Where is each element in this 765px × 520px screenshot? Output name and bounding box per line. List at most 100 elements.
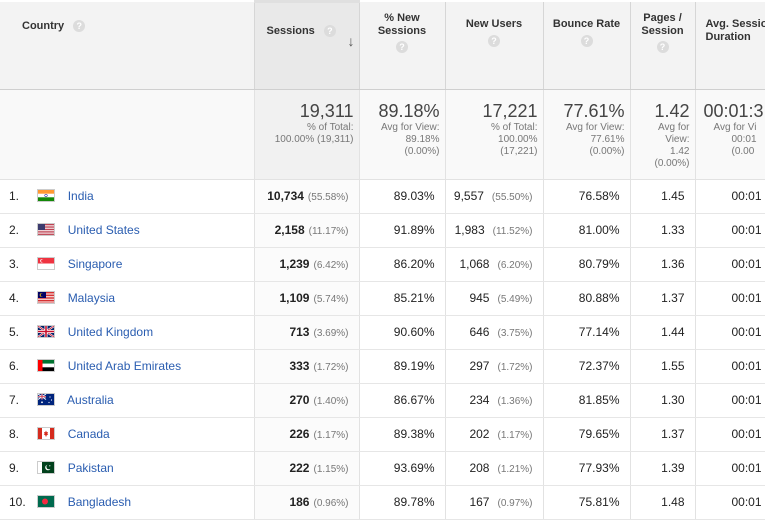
pages-session-cell: 1.37 (630, 417, 695, 451)
row-rank: 2. (0, 223, 31, 237)
total-value: 00:01:3 (704, 100, 765, 122)
avg-duration-value: 00:01 (732, 393, 762, 407)
total-caption: 100.00% (19,311) (259, 134, 354, 146)
sort-descending-icon[interactable]: ↓ (348, 35, 355, 48)
flag-icon (38, 496, 54, 507)
sessions-percent: (6.42%) (313, 260, 348, 271)
bounce-rate-cell: 80.79% (543, 247, 630, 281)
country-cell: 6. United Arab Emirates (0, 349, 254, 383)
avg-duration-cell: 00:01 (695, 315, 765, 349)
avg-duration-value: 00:01 (732, 291, 762, 305)
row-rank: 4. (0, 291, 31, 305)
column-label-avg-duration: Avg. Session Duration (706, 18, 765, 44)
help-icon[interactable]: ? (73, 20, 85, 32)
country-link[interactable]: Pakistan (68, 461, 114, 475)
avg-duration-value: 00:01 (732, 427, 762, 441)
new-sessions-value: 90.60% (394, 325, 435, 339)
sessions-percent: (3.69%) (313, 328, 348, 339)
country-link[interactable]: Malaysia (68, 291, 115, 305)
country-link[interactable]: Australia (67, 393, 114, 407)
sessions-value: 1,239 (279, 257, 309, 271)
help-icon[interactable]: ? (324, 25, 336, 37)
column-header-bounce-rate[interactable]: Bounce Rate ? (543, 2, 630, 90)
total-caption: Avg for View: (364, 122, 440, 134)
country-cell: 2. United States (0, 213, 254, 247)
sessions-value: 222 (289, 461, 309, 475)
bounce-rate-value: 81.85% (579, 393, 620, 407)
help-icon[interactable]: ? (488, 35, 500, 47)
sessions-cell: 333(1.72%) (254, 349, 359, 383)
bounce-rate-cell: 80.88% (543, 281, 630, 315)
new-sessions-cell: 89.38% (359, 417, 445, 451)
help-icon[interactable]: ? (657, 41, 669, 53)
country-link[interactable]: United Kingdom (68, 325, 153, 339)
table-body: 1. India 10,734(55.58%) 89.03% 9,557(55.… (0, 179, 765, 519)
column-header-new-sessions[interactable]: % New Sessions ? (359, 2, 445, 90)
new-users-percent: (1.72%) (497, 362, 532, 373)
pages-session-cell: 1.36 (630, 247, 695, 281)
new-users-cell: 234(1.36%) (445, 383, 543, 417)
column-header-new-users[interactable]: New Users ? (445, 2, 543, 90)
pages-session-value: 1.33 (661, 223, 684, 237)
column-header-sessions[interactable]: Sessions ? ↓ (254, 2, 359, 90)
column-header-country[interactable]: Country ? (0, 2, 254, 90)
sessions-cell: 10,734(55.58%) (254, 179, 359, 213)
new-users-value: 1,983 (455, 223, 485, 237)
bounce-rate-value: 79.65% (579, 427, 620, 441)
column-header-avg-duration[interactable]: Avg. Session Duration (695, 2, 765, 90)
new-users-cell: 1,983 (11.52%) (445, 213, 543, 247)
new-users-percent: (11.52%) (493, 226, 533, 237)
bounce-rate-cell: 72.37% (543, 349, 630, 383)
total-caption: 00:01 (704, 134, 765, 146)
flag-icon (38, 224, 54, 235)
total-caption: (17,221) (450, 146, 538, 158)
sessions-cell: 226(1.17%) (254, 417, 359, 451)
new-users-cell: 9,557(55.50%) (445, 179, 543, 213)
country-link[interactable]: United States (68, 223, 140, 237)
row-rank: 3. (0, 257, 31, 271)
total-value: 1.42 (635, 100, 690, 122)
totals-label-cell (0, 89, 254, 179)
row-rank: 1. (0, 189, 31, 203)
country-link[interactable]: Bangladesh (68, 495, 131, 509)
help-icon[interactable]: ? (581, 35, 593, 47)
flag-icon (38, 394, 54, 405)
table-row: 4. Malaysia 1,109(5.74%) 85.21% 945(5.49… (0, 281, 765, 315)
total-value: 77.61% (548, 100, 625, 122)
new-users-cell: 1,068(6.20%) (445, 247, 543, 281)
totals-new-sessions: 89.18% Avg for View: 89.18% (0.00%) (359, 89, 445, 179)
country-link[interactable]: Canada (68, 427, 110, 441)
sessions-percent: (11.17%) (309, 226, 349, 237)
sessions-value: 2,158 (275, 223, 305, 237)
sessions-cell: 2,158 (11.17%) (254, 213, 359, 247)
sessions-percent: (1.40%) (313, 396, 348, 407)
avg-duration-value: 00:01 (732, 461, 762, 475)
country-link[interactable]: Singapore (68, 257, 123, 271)
table-row: 8. Canada 226(1.17%) 89.38% 202(1.17%) 7… (0, 417, 765, 451)
avg-duration-cell: 00:01 (695, 349, 765, 383)
total-caption: (0.00%) (364, 146, 440, 158)
row-rank: 8. (0, 427, 31, 441)
pages-session-value: 1.45 (661, 189, 684, 203)
total-caption: View: (635, 134, 690, 146)
flag-icon (38, 428, 54, 439)
pages-session-cell: 1.44 (630, 315, 695, 349)
bounce-rate-value: 77.14% (579, 325, 620, 339)
avg-duration-cell: 00:01 (695, 383, 765, 417)
new-sessions-cell: 89.19% (359, 349, 445, 383)
help-icon[interactable]: ? (396, 41, 408, 53)
bounce-rate-value: 77.93% (579, 461, 620, 475)
pages-session-cell: 1.39 (630, 451, 695, 485)
column-header-pages-session[interactable]: Pages / Session ? (630, 2, 695, 90)
avg-duration-cell: 00:01 (695, 451, 765, 485)
country-link[interactable]: United Arab Emirates (68, 359, 181, 373)
new-users-percent: (0.97%) (497, 498, 532, 509)
new-sessions-cell: 89.03% (359, 179, 445, 213)
sessions-value: 1,109 (279, 291, 309, 305)
avg-duration-cell: 00:01 (695, 281, 765, 315)
avg-duration-value: 00:01 (732, 257, 762, 271)
total-caption: Avg for View: (548, 122, 625, 134)
total-value: 89.18% (364, 100, 440, 122)
country-link[interactable]: India (68, 189, 94, 203)
avg-duration-value: 00:01 (732, 495, 762, 509)
